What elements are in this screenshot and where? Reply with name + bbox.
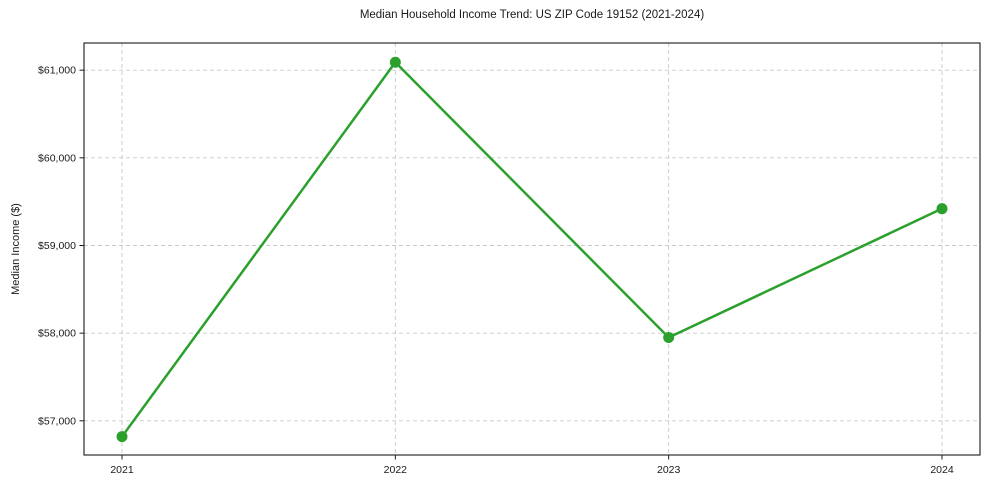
x-tick-label: 2022 [384, 464, 408, 476]
y-tick-label: $61,000 [38, 65, 76, 77]
data-point-2021 [116, 431, 128, 443]
x-tick-label: 2021 [110, 464, 134, 476]
y-tick-label: $58,000 [38, 328, 76, 340]
y-axis-label: Median Income ($) [10, 203, 22, 295]
data-point-2022 [389, 56, 401, 68]
y-tick-label: $57,000 [38, 415, 76, 427]
x-tick-label: 2024 [930, 464, 954, 476]
data-point-2024 [936, 203, 948, 215]
trend-line [120, 61, 943, 438]
plot-border [83, 42, 981, 456]
chart-title: Median Household Income Trend: US ZIP Co… [359, 9, 705, 21]
data-point-2023 [663, 332, 675, 344]
y-tick-label: $59,000 [38, 240, 76, 252]
x-tick-label: 2023 [657, 464, 681, 476]
y-tick-label: $60,000 [38, 152, 76, 164]
